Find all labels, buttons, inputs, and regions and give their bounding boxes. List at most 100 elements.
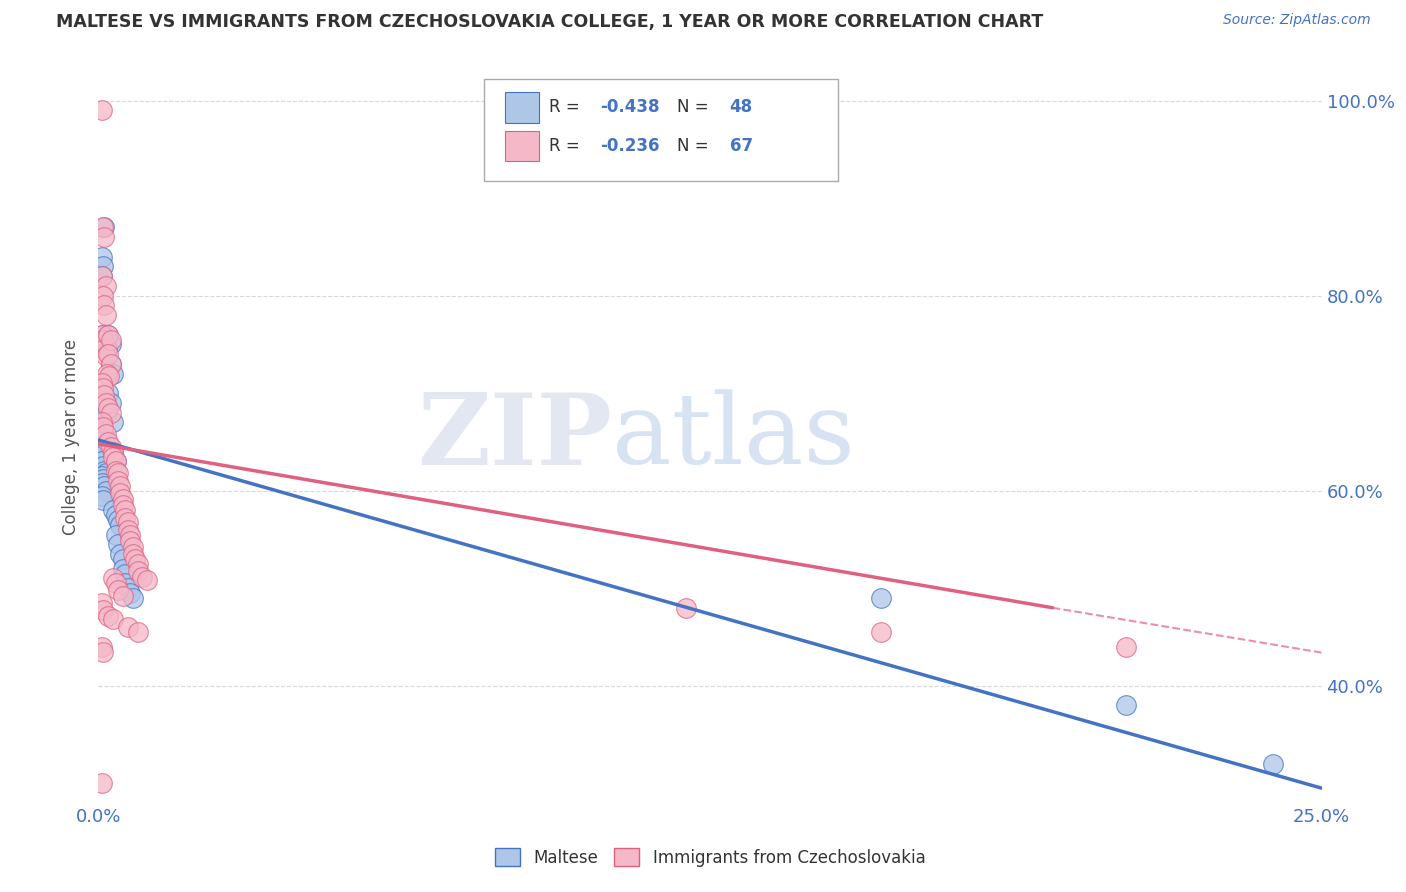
- Point: [93, 464, 115, 478]
- Point: [91, 459, 114, 474]
- Point: [110, 547, 132, 561]
- Point: [110, 479, 132, 493]
- Point: [107, 583, 129, 598]
- Point: [104, 464, 127, 478]
- Point: [93, 434, 115, 449]
- Point: [94, 279, 117, 293]
- Point: [94, 483, 117, 498]
- Point: [120, 586, 142, 600]
- Point: [93, 230, 115, 244]
- Point: [114, 566, 136, 581]
- Point: [107, 513, 129, 527]
- Point: [93, 298, 115, 312]
- Point: [870, 591, 893, 605]
- Point: [93, 479, 115, 493]
- Point: [117, 620, 139, 634]
- Point: [91, 103, 114, 118]
- Point: [127, 625, 149, 640]
- Point: [101, 612, 124, 626]
- Point: [136, 574, 159, 588]
- Point: [101, 503, 124, 517]
- Point: [100, 357, 122, 371]
- Point: [97, 434, 120, 449]
- Point: [94, 396, 117, 410]
- Point: [107, 474, 129, 488]
- Point: [121, 547, 143, 561]
- Bar: [505, 130, 538, 161]
- Point: [1261, 756, 1284, 771]
- Point: [97, 327, 120, 342]
- Point: [107, 466, 129, 480]
- Point: [93, 220, 115, 235]
- Point: [94, 349, 117, 363]
- Point: [120, 527, 142, 541]
- Point: [114, 511, 136, 525]
- Point: [127, 557, 149, 571]
- Point: [91, 416, 114, 430]
- Point: [91, 327, 114, 342]
- Point: [131, 569, 153, 583]
- Point: [91, 269, 114, 284]
- Text: R =: R =: [548, 98, 585, 116]
- Point: [91, 425, 114, 440]
- Text: atlas: atlas: [612, 389, 855, 485]
- Point: [91, 489, 114, 503]
- Point: [104, 576, 127, 591]
- Point: [91, 469, 114, 483]
- Point: [91, 776, 114, 790]
- Text: N =: N =: [678, 137, 714, 155]
- Point: [94, 444, 117, 458]
- Point: [91, 493, 114, 508]
- Point: [91, 220, 114, 235]
- Point: [97, 386, 120, 401]
- Point: [101, 572, 124, 586]
- FancyBboxPatch shape: [484, 78, 838, 181]
- Point: [93, 343, 115, 357]
- Point: [91, 269, 114, 284]
- Point: [111, 552, 134, 566]
- Point: [93, 388, 115, 402]
- Point: [91, 381, 114, 395]
- Point: [1115, 698, 1137, 713]
- Point: [104, 454, 127, 468]
- Point: [94, 308, 117, 322]
- Point: [91, 260, 114, 274]
- Point: [91, 333, 114, 347]
- Point: [96, 343, 118, 357]
- Point: [114, 503, 136, 517]
- Text: R =: R =: [548, 137, 585, 155]
- Point: [91, 596, 114, 610]
- Point: [97, 401, 120, 415]
- Point: [100, 333, 122, 347]
- Point: [100, 440, 122, 454]
- Point: [91, 640, 114, 654]
- Point: [100, 357, 122, 371]
- Point: [94, 466, 117, 480]
- Point: [97, 347, 120, 361]
- Point: [104, 508, 127, 522]
- Bar: [505, 92, 538, 122]
- Point: [91, 337, 114, 351]
- Point: [91, 645, 114, 659]
- Point: [100, 337, 122, 351]
- Point: [91, 416, 114, 430]
- Point: [104, 527, 127, 541]
- Point: [94, 427, 117, 442]
- Point: [120, 534, 142, 549]
- Point: [117, 581, 139, 595]
- Point: [97, 327, 120, 342]
- Point: [870, 625, 893, 640]
- Point: [97, 608, 120, 623]
- Y-axis label: College, 1 year or more: College, 1 year or more: [62, 339, 80, 535]
- Point: [117, 515, 139, 529]
- Point: [117, 523, 139, 537]
- Point: [101, 444, 124, 458]
- Point: [101, 450, 124, 464]
- Point: [124, 552, 146, 566]
- Text: -0.236: -0.236: [600, 137, 659, 155]
- Point: [111, 491, 134, 506]
- Point: [91, 454, 114, 468]
- Point: [91, 472, 114, 486]
- Point: [110, 517, 132, 532]
- Point: [1115, 640, 1137, 654]
